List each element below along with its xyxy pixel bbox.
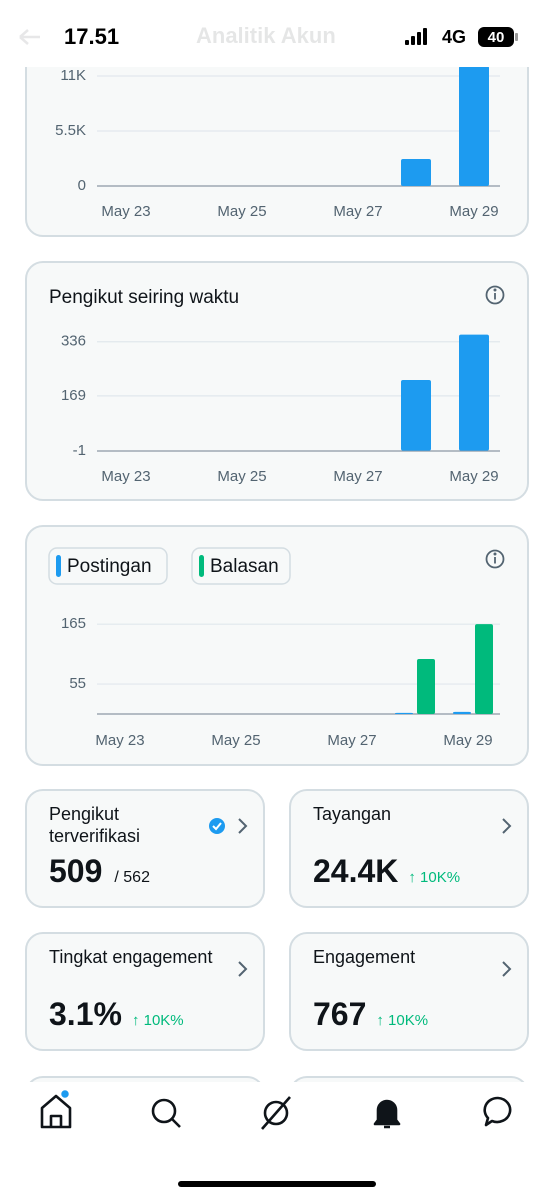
stat-row: 509 / 562 <box>49 853 150 890</box>
messages-icon[interactable] <box>483 1096 512 1127</box>
stat-value: 767 <box>313 996 367 1032</box>
stat-card[interactable]: Engagement 767 ↑ 10K% <box>289 932 529 1051</box>
stat-title: Pengikut terverifikasi <box>49 804 141 846</box>
card-icons <box>502 818 512 834</box>
chart-card <box>25 261 529 501</box>
back-arrow[interactable] <box>19 29 40 45</box>
stat-row: 24.4K ↑ 10K% <box>313 853 460 890</box>
stat-row: 3.1% ↑ 10K% <box>49 996 184 1033</box>
home-indicator <box>178 1181 376 1187</box>
grok-icon[interactable] <box>261 1096 291 1130</box>
stat-change: ↑ 10K% <box>408 869 461 886</box>
bottom-nav <box>0 1082 554 1199</box>
stat-total: / 562 <box>114 869 150 886</box>
verified-badge <box>209 818 225 834</box>
stat-card[interactable]: Pengikut terverifikasi 509 / 562 <box>25 789 265 908</box>
network: 4G <box>442 27 466 47</box>
stat-row: 767 ↑ 10K% <box>313 996 428 1033</box>
stat-value: 509 <box>49 853 103 889</box>
notifications-icon[interactable] <box>373 1099 401 1129</box>
stat-title: Tingkat engagement <box>49 947 213 967</box>
home-icon[interactable] <box>40 1094 72 1129</box>
chart-card <box>25 525 529 766</box>
chevron <box>238 818 248 834</box>
time: 17.51 <box>64 24 119 49</box>
stat-title: Engagement <box>313 947 416 967</box>
search-icon[interactable] <box>151 1098 177 1124</box>
stat-card[interactable]: Tingkat engagement 3.1% ↑ 10K% <box>25 932 265 1051</box>
card-icons <box>238 961 248 977</box>
status-icons: Analitik Akun 17.51 4G 40 <box>19 23 518 49</box>
stat-title: Tayangan <box>313 804 392 824</box>
stat-card[interactable]: Tayangan 24.4K ↑ 10K% <box>289 789 529 908</box>
chevron <box>238 961 248 977</box>
card-icons <box>209 818 248 834</box>
header-title: Analitik Akun <box>196 23 336 48</box>
card-icons <box>502 961 512 977</box>
battery-level: 40 <box>488 29 505 46</box>
stat-value: 24.4K <box>313 853 399 889</box>
battery <box>478 27 514 47</box>
stat-change: ↑ 10K% <box>376 1012 429 1029</box>
chevron <box>502 961 512 977</box>
stat-change: ↑ 10K% <box>131 1012 184 1029</box>
verified-check <box>212 822 222 831</box>
chevron <box>502 818 512 834</box>
stat-value: 3.1% <box>49 996 122 1032</box>
nav-icons <box>40 1088 512 1187</box>
status-bar: Analitik Akun 17.51 4G 40 <box>0 0 554 67</box>
